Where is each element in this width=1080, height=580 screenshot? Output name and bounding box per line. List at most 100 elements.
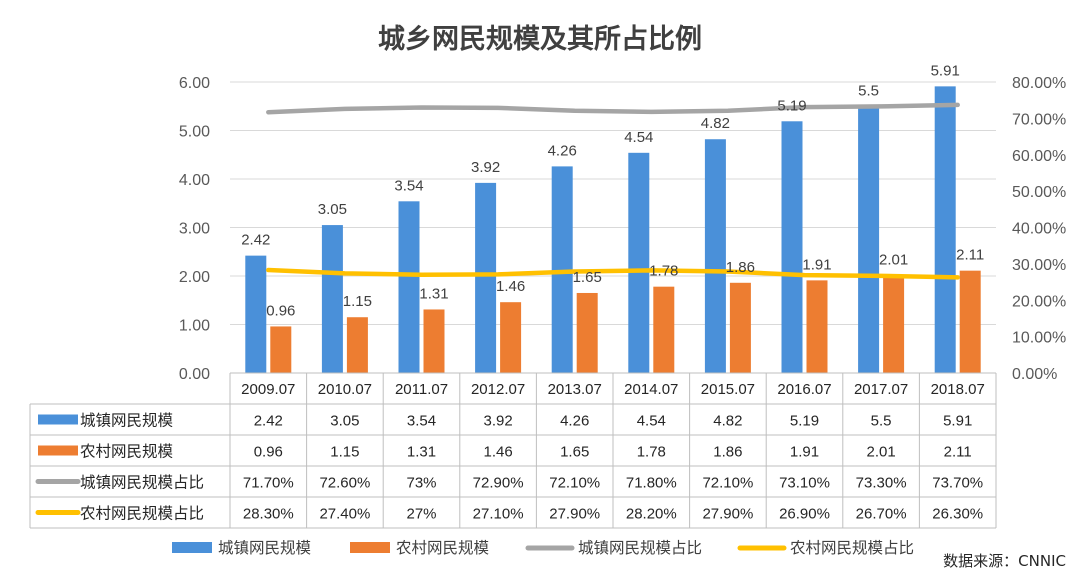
table-series-name: 农村网民规模占比 — [80, 505, 204, 523]
data-label-rural: 1.86 — [726, 259, 755, 276]
table-cell: 3.54 — [407, 413, 436, 430]
data-label-urban: 3.05 — [318, 201, 347, 218]
line-series — [266, 102, 960, 280]
table-cell: 27.90% — [549, 506, 600, 523]
bar-rural — [270, 326, 292, 373]
right-tick-label: 40.00% — [1012, 221, 1066, 238]
right-tick-label: 10.00% — [1012, 330, 1066, 347]
category-label: 2017.07 — [854, 381, 908, 398]
table-cell: 2.42 — [254, 413, 283, 430]
bar-rural — [576, 292, 598, 373]
category-label: 2012.07 — [471, 381, 525, 398]
table-cell: 26.90% — [779, 506, 830, 523]
left-axis: 0.00 1.00 2.00 3.00 4.00 5.00 6.00 — [179, 75, 210, 383]
source-note: 数据来源：CNNIC — [943, 552, 1066, 570]
bar-urban — [398, 201, 420, 373]
table-cell: 26.70% — [856, 506, 907, 523]
bar-rural — [883, 275, 905, 373]
data-label-urban: 4.26 — [548, 142, 577, 159]
bar-urban — [704, 139, 726, 373]
table-series-name: 城镇网民规模 — [80, 412, 173, 430]
left-tick-label: 1.00 — [179, 318, 210, 335]
table-cell: 2.11 — [944, 444, 972, 461]
data-label-urban: 5.5 — [858, 82, 879, 99]
data-label-urban: 5.91 — [931, 62, 960, 79]
category-label: 2011.07 — [395, 381, 448, 398]
table-cell: 1.46 — [483, 444, 512, 461]
right-tick-label: 20.00% — [1012, 293, 1066, 310]
table-cell: 1.91 — [790, 444, 819, 461]
table-cell: 72.10% — [549, 475, 600, 492]
table-cell: 3.92 — [483, 413, 512, 430]
legend-label: 农村网民规模 — [396, 539, 489, 557]
table-cell: 73.10% — [779, 475, 830, 492]
bar-rural — [500, 302, 522, 373]
table-cell: 71.70% — [243, 475, 294, 492]
bar-urban — [321, 225, 343, 373]
data-label-urban: 5.19 — [777, 97, 806, 114]
data-labels: 2.42 0.96 3.05 1.15 3.54 1.31 3.92 1.46 4.26 1.65… — [241, 62, 984, 319]
table-cell: 1.65 — [560, 444, 589, 461]
bar-urban — [858, 106, 880, 373]
bar-urban — [934, 86, 956, 374]
left-tick-label: 5.00 — [179, 124, 210, 141]
left-tick-label: 2.00 — [179, 269, 210, 286]
data-label-rural: 1.46 — [496, 278, 525, 295]
data-label-rural: 2.11 — [956, 247, 984, 264]
line-rural-share — [266, 267, 960, 280]
table-cell: 73.30% — [856, 475, 907, 492]
data-label-urban: 2.42 — [241, 232, 270, 249]
legend-label: 农村网民规模占比 — [790, 539, 914, 557]
legend-label: 城镇网民规模占比 — [578, 539, 702, 557]
right-tick-label: 70.00% — [1012, 111, 1066, 128]
data-label-urban: 4.54 — [624, 129, 653, 146]
bar-rural — [959, 270, 981, 373]
table-cell: 27% — [406, 506, 436, 523]
left-tick-label: 0.00 — [179, 366, 210, 383]
table-cell: 0.96 — [254, 444, 283, 461]
table-cell: 72.90% — [473, 475, 524, 492]
data-label-urban: 4.82 — [701, 115, 730, 132]
right-tick-label: 30.00% — [1012, 257, 1066, 274]
table-legend-key — [38, 414, 78, 425]
table-cell: 4.26 — [560, 413, 589, 430]
data-label-rural: 1.31 — [419, 285, 448, 302]
bar-urban — [628, 152, 650, 373]
table-cell: 73% — [406, 475, 436, 492]
bar-urban — [781, 121, 803, 373]
data-label-rural: 0.96 — [266, 302, 295, 319]
table-cell: 72.60% — [319, 475, 370, 492]
table-cell: 1.86 — [713, 444, 742, 461]
right-tick-label: 80.00% — [1012, 75, 1066, 92]
table-cell: 27.10% — [473, 506, 524, 523]
data-label-rural: 1.78 — [649, 263, 678, 280]
table-cell: 26.30% — [932, 506, 983, 523]
table-cell: 28.20% — [626, 506, 677, 523]
table-cell: 2.01 — [866, 444, 895, 461]
bar-series — [245, 86, 981, 374]
table-cell: 73.70% — [932, 475, 983, 492]
line-urban-share — [266, 102, 960, 115]
bar-rural — [653, 286, 675, 373]
category-label: 2018.07 — [931, 381, 985, 398]
left-tick-label: 4.00 — [179, 172, 210, 189]
bar-rural — [806, 280, 828, 373]
bar-rural — [729, 282, 751, 373]
table-cell: 71.80% — [626, 475, 677, 492]
legend-label: 城镇网民规模 — [218, 539, 311, 557]
data-label-urban: 3.54 — [394, 177, 423, 194]
table-cell: 3.05 — [330, 413, 359, 430]
table-cell: 28.30% — [243, 506, 294, 523]
category-label: 2015.07 — [701, 381, 755, 398]
legend-key — [350, 542, 390, 553]
bar-urban — [245, 255, 267, 373]
data-label-rural: 1.91 — [802, 256, 831, 273]
table-cell: 5.19 — [790, 413, 819, 430]
bar-urban — [475, 182, 497, 373]
category-label: 2013.07 — [548, 381, 602, 398]
legend: 城镇网民规模 农村网民规模 城镇网民规模占比 农村网民规模占比 — [172, 539, 914, 557]
table-cell: 1.31 — [407, 444, 436, 461]
category-label: 2016.07 — [777, 381, 831, 398]
right-tick-label: 50.00% — [1012, 184, 1066, 201]
